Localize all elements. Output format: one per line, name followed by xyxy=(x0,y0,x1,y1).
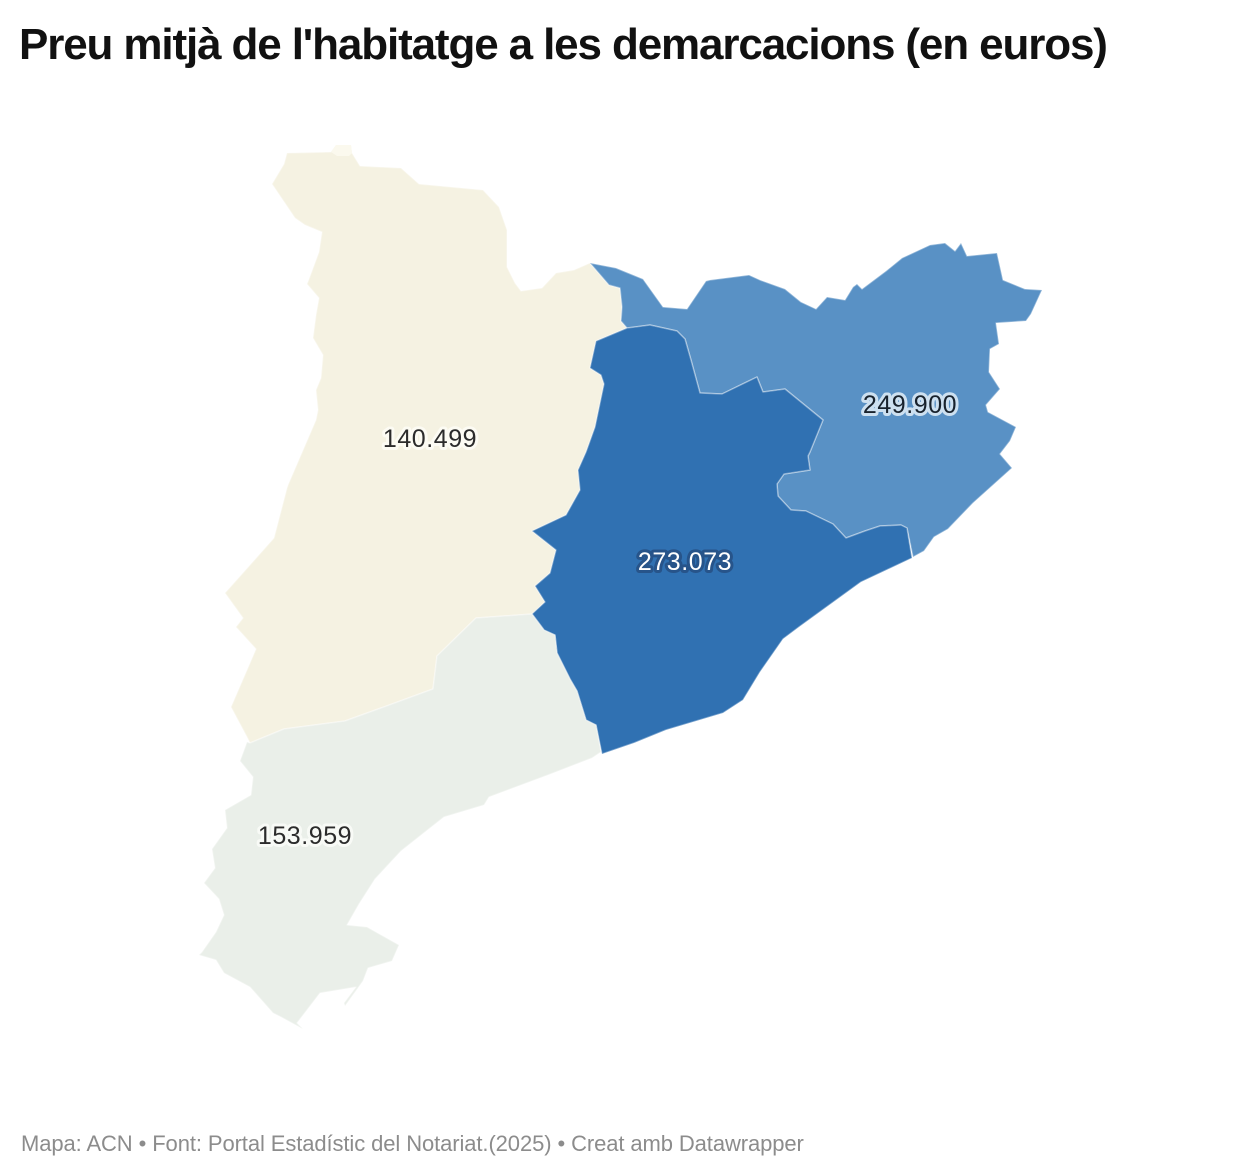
svg-text:249.900: 249.900 xyxy=(863,391,957,419)
svg-text:140.499: 140.499 xyxy=(383,425,477,453)
svg-text:273.073: 273.073 xyxy=(638,548,732,576)
svg-text:153.959: 153.959 xyxy=(258,822,352,850)
